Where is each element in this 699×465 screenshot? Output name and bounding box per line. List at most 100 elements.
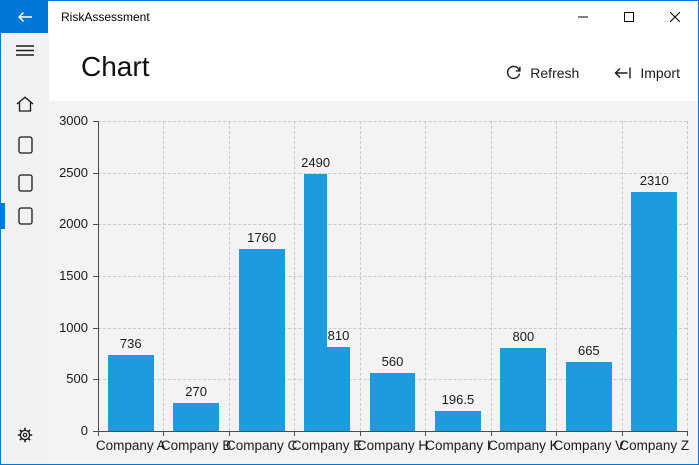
bar [631,192,678,431]
y-tick-label: 1500 [59,268,88,283]
close-button[interactable] [652,1,698,33]
close-icon [670,12,680,22]
v-gridline [556,121,558,431]
bar [238,249,285,431]
page-icon [17,174,33,192]
y-tick [93,431,98,432]
app-title: RiskAssessment [61,10,150,24]
y-tick-label: 2500 [59,164,88,180]
refresh-label: Refresh [530,65,580,81]
bar-value-label: 1760 [247,230,277,246]
y-tick [93,327,98,329]
x-tick [490,431,492,436]
bar-value-label: 810 [327,328,350,344]
bar [500,348,547,431]
x-tick-label: Company A [95,438,166,453]
home-icon [16,96,34,112]
page-icon [17,136,33,154]
x-tick-label: Company V [553,438,625,453]
h-gridline [98,224,687,226]
x-tick [163,431,165,436]
y-tick-label: 0 [80,423,88,438]
v-gridline [228,121,230,431]
sidebar-item-page-3-selected[interactable] [1,200,49,232]
nav-menu-button[interactable] [1,34,49,66]
bar [304,173,328,431]
y-tick-label: 3000 [59,113,88,128]
window-controls [560,1,698,33]
sidebar-item-settings[interactable] [1,419,49,451]
bar [173,403,220,431]
v-gridline [294,121,296,431]
v-gridline [687,121,688,431]
minimize-button[interactable] [560,1,606,33]
bar-value-label: 196.5 [441,391,475,407]
back-arrow-icon [17,11,33,23]
command-bar: Refresh Import [501,57,684,89]
h-gridline [98,276,687,277]
gear-icon [17,427,33,443]
page-title: Chart [81,51,150,82]
bar [369,373,416,431]
minimize-icon [578,12,588,22]
titlebar: RiskAssessment [1,1,698,33]
maximize-icon [624,12,634,22]
bar-value-label: 2310 [639,173,669,189]
v-gridline [621,121,623,431]
bar-chart: 0 500 1000 1500 2000 2500 3000 736 270 1760 2490 81… [49,101,698,464]
x-tick-label: Company I [425,438,491,453]
h-gridline [98,121,687,122]
x-tick [425,431,427,436]
import-icon [613,65,632,81]
import-label: Import [640,65,680,81]
import-button[interactable]: Import [609,57,684,89]
bar [435,410,481,431]
x-tick [687,431,688,436]
bar-value-label: 665 [577,343,600,359]
selected-item-indicator [1,203,5,229]
x-tick [556,431,558,436]
page-header: Chart Refresh Import [49,33,698,101]
y-tick-label: 1000 [59,319,88,335]
x-tick [228,431,230,436]
h-gridline [98,172,687,174]
sidebar-item-home[interactable] [1,88,49,120]
back-button[interactable] [1,1,48,33]
x-tick [621,431,623,436]
v-gridline [425,121,427,431]
y-axis [98,121,99,436]
x-tick-label: Company Z [619,438,690,453]
bar [327,347,350,431]
bar [107,354,154,431]
y-tick [93,379,98,381]
y-tick [93,276,98,277]
bar-value-label: 270 [185,384,208,400]
x-tick [359,431,361,436]
refresh-button[interactable]: Refresh [501,57,583,89]
v-gridline [359,121,361,431]
h-gridline [98,327,687,329]
bar-value-label: 2490 [301,154,331,170]
sidebar [1,33,49,464]
page-icon [17,207,33,225]
bar [565,362,612,431]
bar-value-label: 560 [381,354,404,370]
x-tick-label: Company K [488,438,559,453]
y-tick-label: 500 [66,371,88,387]
y-tick [93,224,98,226]
maximize-button[interactable] [606,1,652,33]
y-tick [93,121,98,122]
hamburger-icon [16,44,34,56]
v-gridline [490,121,492,431]
sidebar-item-page-1[interactable] [1,129,49,161]
bar-value-label: 736 [119,335,142,351]
bar-value-label: 800 [512,329,535,345]
x-tick-label: Company E [291,438,363,453]
y-tick-label: 2000 [59,216,88,232]
sidebar-item-page-2[interactable] [1,167,49,199]
x-axis [98,431,688,432]
x-tick [294,431,296,436]
y-tick [93,172,98,174]
x-tick-label: Company H [356,438,429,453]
